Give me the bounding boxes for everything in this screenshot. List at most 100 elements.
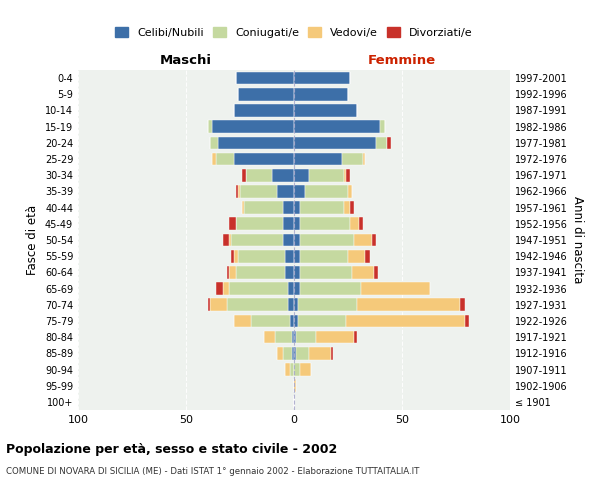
Bar bbox=[283, 347, 292, 360]
Bar bbox=[294, 282, 301, 295]
Bar bbox=[292, 331, 294, 344]
Bar bbox=[331, 347, 333, 360]
Bar bbox=[372, 234, 376, 246]
Bar bbox=[294, 314, 298, 328]
Bar bbox=[208, 298, 210, 311]
Bar bbox=[341, 152, 363, 166]
Bar bbox=[275, 331, 292, 344]
Y-axis label: Anni di nascita: Anni di nascita bbox=[571, 196, 584, 284]
Bar bbox=[380, 120, 385, 133]
Bar bbox=[296, 331, 316, 344]
Bar bbox=[229, 234, 232, 246]
Bar bbox=[374, 266, 378, 278]
Bar bbox=[277, 185, 294, 198]
Bar bbox=[292, 347, 294, 360]
Bar bbox=[294, 250, 301, 262]
Bar bbox=[218, 136, 294, 149]
Text: Femmine: Femmine bbox=[368, 54, 436, 67]
Bar bbox=[296, 347, 309, 360]
Bar bbox=[301, 234, 355, 246]
Bar bbox=[387, 136, 391, 149]
Bar bbox=[233, 104, 294, 117]
Bar bbox=[283, 202, 294, 214]
Bar bbox=[238, 250, 286, 262]
Bar bbox=[232, 234, 283, 246]
Bar bbox=[346, 169, 350, 181]
Bar bbox=[294, 72, 350, 85]
Bar bbox=[344, 202, 350, 214]
Bar bbox=[350, 202, 355, 214]
Bar bbox=[376, 136, 387, 149]
Bar bbox=[272, 169, 294, 181]
Bar bbox=[355, 234, 372, 246]
Bar bbox=[216, 152, 233, 166]
Bar bbox=[294, 331, 296, 344]
Bar bbox=[346, 314, 464, 328]
Bar bbox=[301, 266, 352, 278]
Bar bbox=[290, 314, 294, 328]
Bar bbox=[236, 72, 294, 85]
Bar bbox=[294, 218, 301, 230]
Bar bbox=[277, 347, 283, 360]
Bar bbox=[232, 250, 233, 262]
Bar bbox=[359, 218, 363, 230]
Bar bbox=[229, 282, 287, 295]
Bar bbox=[294, 185, 305, 198]
Bar bbox=[294, 380, 296, 392]
Bar bbox=[294, 88, 348, 101]
Bar bbox=[240, 185, 277, 198]
Bar bbox=[301, 218, 350, 230]
Bar bbox=[309, 169, 344, 181]
Bar bbox=[294, 136, 376, 149]
Bar bbox=[227, 266, 229, 278]
Bar bbox=[229, 266, 236, 278]
Bar bbox=[294, 104, 356, 117]
Legend: Celibi/Nubili, Coniugati/e, Vedovi/e, Divorziati/e: Celibi/Nubili, Coniugati/e, Vedovi/e, Di… bbox=[111, 23, 477, 42]
Bar bbox=[212, 120, 294, 133]
Bar bbox=[290, 363, 294, 376]
Text: Popolazione per età, sesso e stato civile - 2002: Popolazione per età, sesso e stato civil… bbox=[6, 442, 337, 456]
Bar bbox=[233, 250, 238, 262]
Bar bbox=[294, 347, 296, 360]
Bar bbox=[301, 282, 361, 295]
Bar bbox=[286, 250, 294, 262]
Bar bbox=[348, 250, 365, 262]
Bar bbox=[348, 185, 352, 198]
Bar bbox=[301, 363, 311, 376]
Bar bbox=[242, 202, 244, 214]
Bar bbox=[283, 234, 294, 246]
Bar bbox=[236, 266, 286, 278]
Bar bbox=[298, 314, 346, 328]
Bar bbox=[238, 185, 240, 198]
Bar bbox=[363, 152, 365, 166]
Bar bbox=[210, 136, 218, 149]
Bar bbox=[283, 218, 294, 230]
Bar bbox=[294, 234, 301, 246]
Bar bbox=[301, 202, 344, 214]
Bar bbox=[294, 363, 301, 376]
Bar bbox=[355, 331, 356, 344]
Bar bbox=[233, 314, 251, 328]
Bar bbox=[236, 185, 238, 198]
Bar bbox=[298, 298, 356, 311]
Bar bbox=[316, 331, 355, 344]
Bar bbox=[223, 282, 229, 295]
Bar bbox=[233, 152, 294, 166]
Bar bbox=[247, 169, 272, 181]
Bar bbox=[356, 298, 460, 311]
Bar bbox=[361, 282, 430, 295]
Bar bbox=[460, 298, 464, 311]
Bar bbox=[294, 169, 309, 181]
Y-axis label: Fasce di età: Fasce di età bbox=[26, 205, 39, 275]
Bar bbox=[216, 282, 223, 295]
Bar bbox=[294, 120, 380, 133]
Bar bbox=[287, 282, 294, 295]
Bar bbox=[294, 202, 301, 214]
Bar bbox=[305, 185, 348, 198]
Bar bbox=[294, 298, 298, 311]
Bar bbox=[344, 169, 346, 181]
Bar bbox=[294, 152, 341, 166]
Bar bbox=[208, 120, 212, 133]
Bar bbox=[229, 218, 236, 230]
Bar bbox=[309, 347, 331, 360]
